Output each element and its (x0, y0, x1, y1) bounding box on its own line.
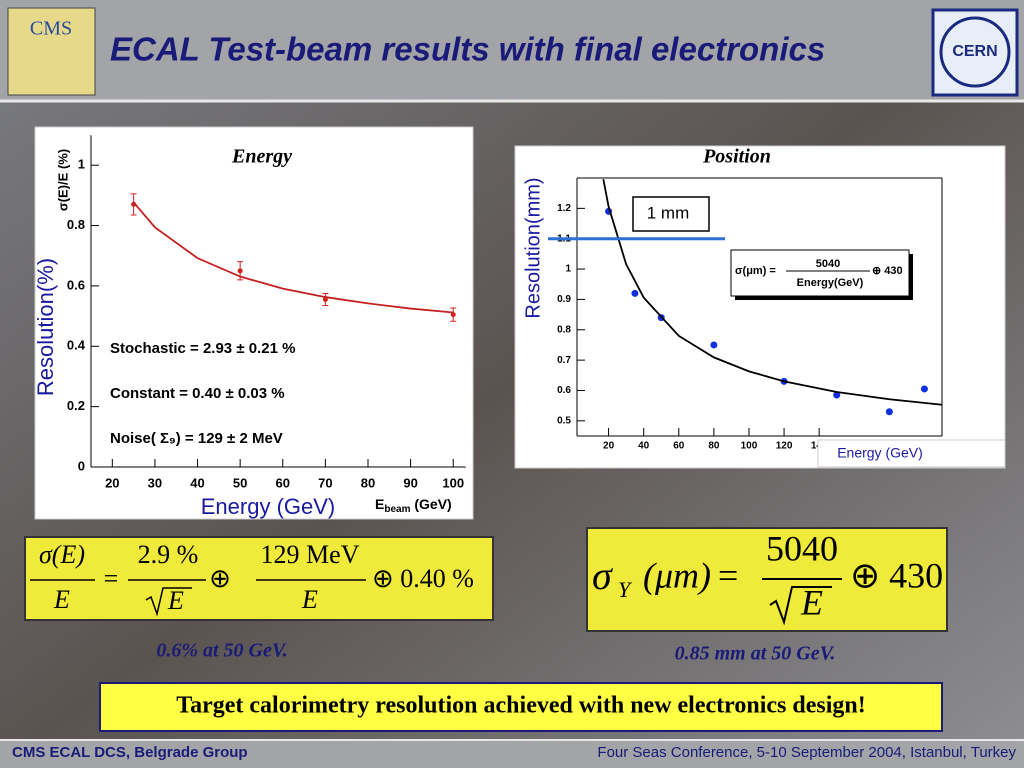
formula-text: E (53, 585, 70, 614)
chart-title: Energy (231, 146, 292, 168)
x-tick-label: 60 (276, 475, 290, 490)
x-tick-label: 40 (638, 441, 650, 452)
data-point (450, 312, 456, 318)
x-tick-label: 20 (603, 441, 615, 452)
chart-panel (514, 145, 1006, 469)
header-band (0, 0, 1024, 100)
formula-text: 5040 (766, 528, 838, 568)
formula-text: 129 MeV (261, 540, 360, 569)
y-axis-label: σ(E)/E (%) (55, 149, 70, 211)
formula-text: Energy(GeV) (797, 277, 864, 289)
data-point (710, 341, 718, 349)
x-tick-label: 80 (708, 441, 720, 452)
x-tick-label: 100 (442, 475, 464, 490)
y-axis-label: Resolution(mm) (522, 177, 544, 318)
footer-band (0, 740, 1024, 768)
reference-label: 1 mm (647, 203, 690, 222)
formula-text: ⊕ 0.40 % (372, 564, 474, 593)
footer-right: Four Seas Conference, 5-10 September 200… (597, 744, 1016, 761)
formula-text: ⊕ 430 (872, 265, 903, 277)
annotation: Noise( Σ₉) = 129 ± 2 MeV (110, 430, 283, 447)
data-point (885, 408, 893, 416)
overlay-y-label: Resolution(%) (33, 258, 58, 396)
y-tick-label: 0.4 (67, 338, 86, 353)
formula-text: ⊕ (209, 564, 231, 593)
x-tick-label: 90 (403, 475, 417, 490)
formula-box (730, 249, 910, 297)
x-axis-label-part: (GeV) (410, 496, 451, 512)
chart-title: Position (702, 146, 771, 168)
caption: 0.6% at 50 GeV. (156, 640, 287, 662)
banner-text: Target calorimetry resolution achieved w… (176, 693, 865, 719)
formula-text: = (104, 564, 119, 593)
formula-text: E (301, 585, 318, 614)
x-axis-label: Energy (GeV) (837, 445, 923, 461)
formula-text: σ (592, 553, 613, 598)
formula-text: σ(μm) = (735, 265, 776, 277)
overlay-x-label: Energy (GeV) (201, 494, 336, 519)
annotation: Constant = 0.40 ± 0.03 % (110, 385, 285, 402)
sqrt-sign (145, 587, 192, 617)
y-tick-label: 0.8 (67, 217, 85, 232)
annotation: Stochastic = 2.93 ± 0.21 % (110, 340, 295, 357)
x-tick-label: 40 (190, 475, 204, 490)
y-tick-label: 1.2 (557, 203, 571, 214)
y-tick-label: 0.7 (557, 355, 571, 366)
formula-text: σ(E) (39, 540, 85, 569)
formula-text: 2.9 % (138, 540, 199, 569)
x-tick-label: 70 (318, 475, 332, 490)
chart-panel (34, 126, 474, 520)
banner (99, 682, 943, 732)
y-tick-label: 0.5 (557, 415, 571, 426)
x-tick-label: 50 (233, 475, 247, 490)
y-tick-label: 0.9 (557, 294, 571, 305)
cern-logo-text: CERN (952, 43, 997, 60)
x-tick-label: 60 (673, 441, 685, 452)
y-tick-label: 1 (78, 157, 85, 172)
cms-logo (7, 7, 96, 96)
cms-logo-text: CMS (30, 18, 72, 40)
fit-curve (602, 179, 943, 406)
formula-text: = (718, 555, 738, 595)
x-axis-label-part: E (375, 496, 384, 512)
y-tick-label: 0 (78, 458, 85, 473)
formula-box-left (24, 536, 494, 621)
fit-curve (132, 201, 454, 314)
slide-title: ECAL Test-beam results with final electr… (110, 31, 825, 68)
formula-text: 5040 (816, 258, 840, 270)
formula-text: Y (618, 577, 633, 602)
x-tick-label: 100 (741, 441, 758, 452)
y-tick-label: 0.2 (67, 398, 85, 413)
y-tick-label: 0.6 (67, 277, 85, 292)
x-tick-label: 30 (148, 475, 162, 490)
footer-left: CMS ECAL DCS, Belgrade Group (12, 744, 248, 761)
data-point (631, 289, 639, 297)
y-tick-label: 1 (565, 264, 571, 275)
x-label-box (817, 439, 1006, 468)
y-tick-label: 0.8 (557, 324, 571, 335)
caption: 0.85 mm at 50 GeV. (675, 643, 836, 665)
formula-text: E (800, 582, 823, 622)
data-point (237, 268, 243, 274)
x-axis-label: Ebeam (GeV) (375, 496, 452, 515)
x-tick-label: 20 (105, 475, 119, 490)
formula-text: (μm) (643, 555, 711, 595)
cern-logo (931, 8, 1019, 97)
data-point (322, 296, 328, 302)
y-tick-label: 0.6 (557, 385, 571, 396)
x-tick-label: 80 (361, 475, 375, 490)
data-point (833, 391, 841, 399)
cern-logo-ring (939, 16, 1011, 88)
formula-text: E (167, 586, 184, 615)
sqrt-sign (769, 586, 832, 626)
x-tick-label: 120 (776, 441, 793, 452)
x-axis-label-part: beam (384, 504, 410, 515)
data-point (920, 385, 928, 393)
formula-text: ⊕ 430 (850, 555, 943, 595)
reference-label-box (632, 196, 710, 232)
